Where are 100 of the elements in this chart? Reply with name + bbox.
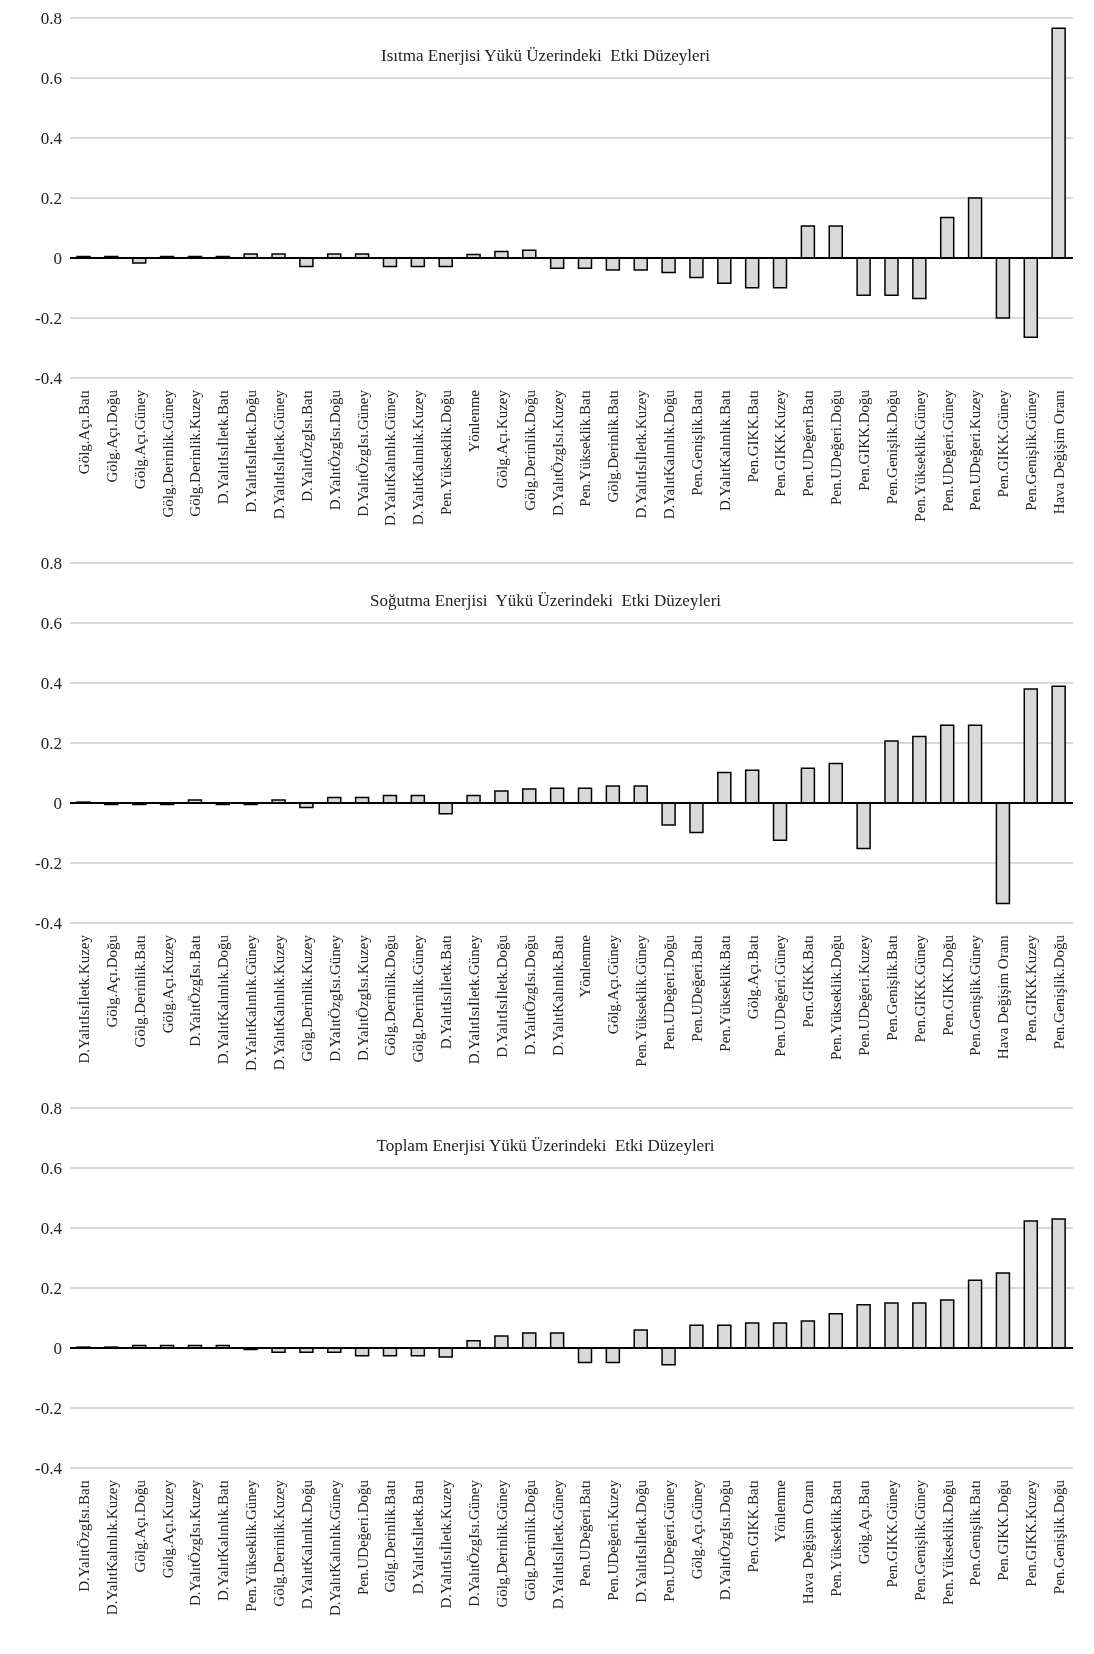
x-tick-label: D.YalıtÖzgIsı.Kuzey	[549, 389, 566, 516]
x-tick-label: D.YalıtÖzgIsı.Güney	[354, 389, 371, 517]
x-tick-label: Pen.Genişlik.Batı	[967, 1480, 984, 1586]
x-tick-label: Pen.Yükseklik.Doğu	[939, 1479, 956, 1605]
y-tick-label: 0.4	[40, 129, 63, 149]
x-tick-label: Hava Değişim Oranı	[1051, 390, 1068, 515]
x-tick-label: Pen.Yükseklik.Batı	[716, 935, 733, 1052]
x-tick-label: Gölg.Açı.Doğu	[103, 934, 120, 1028]
x-tick-label: Gölg.Açı.Kuzey	[159, 1479, 176, 1579]
x-tick-label: D.YalıtIsıİletk.Batı	[438, 935, 455, 1050]
y-tick-label: -0.2	[35, 1399, 62, 1419]
x-tick-label: D.YalıtKalınlık.Güney	[326, 1479, 343, 1616]
y-tick-label: 0.8	[40, 9, 62, 29]
x-tick-label: Pen.UDeğeri.Batı	[577, 1480, 594, 1587]
x-tick-label: D.YalıtKalınlık.Doğu	[298, 1479, 315, 1610]
x-tick-label: D.YalıtKalınlık.Güney	[243, 934, 260, 1071]
x-tick-label: Gölg.Açı.Doğu	[103, 389, 120, 483]
x-tick-label: D.YalıtIsıİletk.Kuzey	[75, 934, 92, 1064]
x-tick-label: Gölg.Açı.Kuzey	[159, 934, 176, 1034]
x-tick-label: D.YalıtÖzgIsı.Batı	[187, 935, 204, 1047]
x-tick-label: Gölg.Derinlik.Güney	[493, 1479, 510, 1608]
x-tick-label: Pen.UDeğeri.Kuzey	[967, 389, 984, 511]
x-tick-label: Pen.Yükseklik.Doğu	[438, 389, 455, 515]
y-tick-label: 0.6	[40, 1159, 62, 1179]
x-tick-label: Pen.UDeğeri.Batı	[688, 935, 705, 1042]
x-tick-label: D.YalıtÖzgIsı.Kuzey	[187, 1479, 204, 1606]
x-tick-label: D.YalıtÖzgIsı.Batı	[75, 1480, 92, 1592]
x-tick-label: Gölg.Derinlik.Batı	[131, 935, 148, 1048]
x-tick-label: Pen.GIKK.Doğu	[995, 1479, 1012, 1581]
x-tick-label: Pen.Genişlik.Batı	[688, 390, 705, 496]
x-tick-label: Pen.UDeğeri.Kuzey	[605, 1479, 622, 1601]
x-tick-label: Pen.Genişlik.Batı	[883, 935, 900, 1041]
y-tick-label: 0	[53, 249, 62, 269]
x-tick-label: Gölg.Derinlik.Kuzey	[187, 389, 204, 517]
text: Soğutma Enerjisi Yükü Üzerindeki Etki Düzeyleri	[368, 591, 723, 611]
x-tick-label: Pen.GIKK.Güney	[995, 389, 1012, 498]
x-tick-label: Pen.GIKK.Güney	[883, 1479, 900, 1588]
x-tick-label: Gölg.Derinlik.Kuzey	[270, 1479, 287, 1607]
x-tick-label: Pen.Yükseklik.Güney	[911, 389, 928, 522]
y-tick-label: -0.2	[35, 309, 62, 329]
x-tick-label: D.YalıtIsıİletk.Güney	[549, 1479, 566, 1610]
x-tick-label: D.YalıtIsıİletk.Batı	[215, 390, 232, 505]
y-tick-label: 0.8	[40, 1099, 62, 1119]
x-tick-label: Pen.Genişlik.Güney	[1023, 389, 1040, 511]
x-tick-label: Gölg.Açı.Batı	[856, 1480, 873, 1565]
x-tick-label: D.YalıtIsıİletk.Güney	[270, 389, 287, 520]
x-tick-label: D.YalıtKalınlık.Batı	[549, 935, 566, 1056]
x-tick-label: Pen.UDeğeri.Güney	[661, 1479, 678, 1602]
x-tick-label: Pen.UDeğeri.Doğu	[828, 389, 845, 505]
x-tick-label: Gölg.Açı.Batı	[75, 390, 92, 475]
x-tick-label: Pen.Yükseklik.Güney	[243, 1479, 260, 1612]
x-tick-label: D.YalıtKalınlık.Kuzey	[410, 389, 427, 526]
x-tick-label: Pen.Yükseklik.Doğu	[828, 934, 845, 1060]
x-tick-label: D.YalıtKalınlık.Doğu	[661, 389, 678, 520]
x-tick-label: D.YalıtIsıİletk.Doğu	[633, 1479, 650, 1603]
x-tick-label: D.YalıtIsıİletk.Kuzey	[438, 1479, 455, 1609]
y-tick-label: 0.4	[40, 1219, 63, 1239]
x-tick-label: Gölg.Derinlik.Güney	[159, 389, 176, 518]
x-tick-label: Pen.UDeğeri.Güney	[772, 934, 789, 1057]
x-tick-label: D.YalıtÖzgIsı.Güney	[465, 1479, 482, 1607]
y-tick-label: -0.2	[35, 854, 62, 874]
x-tick-label: Hava Değişim Oranı	[995, 935, 1012, 1060]
x-tick-label: Pen.UDeğeri.Güney	[939, 389, 956, 512]
x-tick-label: Pen.Genişlik.Doğu	[1051, 1479, 1068, 1595]
x-tick-label: Gölg.Açı.Güney	[605, 934, 622, 1035]
x-tick-label: Pen.GIKK.Batı	[744, 390, 761, 483]
x-tick-label: Pen.Genişlik.Doğu	[883, 389, 900, 505]
y-tick-label: 0	[53, 794, 62, 814]
x-tick-label: Pen.Genişlik.Güney	[967, 934, 984, 1056]
x-tick-label: Pen.GIKK.Doğu	[939, 934, 956, 1036]
x-tick-label: Yönlenme	[772, 1479, 789, 1543]
x-tick-label: Pen.Yükseklik.Güney	[633, 934, 650, 1067]
x-tick-label: Gölg.Derinlik.Doğu	[521, 1479, 538, 1601]
y-tick-label: 0.6	[40, 614, 62, 634]
x-tick-label: D.YalıtIsıİletk.Doğu	[493, 934, 510, 1058]
x-tick-label: Gölg.Derinlik.Güney	[410, 934, 427, 1063]
x-tick-label: Pen.GIKK.Güney	[911, 934, 928, 1043]
y-tick-label: 0.2	[40, 189, 62, 209]
x-tick-label: Gölg.Derinlik.Kuzey	[298, 934, 315, 1062]
x-tick-label: Hava Değişim Oranı	[800, 1480, 817, 1605]
x-tick-label: D.YalıtÖzgIsı.Güney	[326, 934, 343, 1062]
x-tick-label: Pen.Yükseklik.Batı	[828, 1480, 845, 1597]
x-tick-label: D.YalıtÖzgIsı.Batı	[298, 390, 315, 502]
x-tick-label: D.YalıtÖzgIsı.Kuzey	[354, 934, 371, 1061]
x-tick-label: D.YalıtIsıİletk.Kuzey	[633, 389, 650, 519]
x-tick-label: Pen.GIKK.Kuzey	[772, 389, 789, 497]
x-tick-label: Pen.GIKK.Batı	[744, 1480, 761, 1573]
x-tick-label: D.YalıtIsıİletk.Batı	[410, 1480, 427, 1595]
x-tick-label: D.YalıtIsıİletk.Güney	[465, 934, 482, 1065]
x-tick-label: D.YalıtKalınlık.Kuzey	[103, 1479, 120, 1616]
x-tick-label: Pen.GIKK.Kuzey	[1023, 934, 1040, 1042]
x-tick-label: D.YalıtKalınlık.Batı	[215, 1480, 232, 1601]
x-tick-label: Pen.UDeğeri.Doğu	[661, 934, 678, 1050]
x-tick-label: Yönlenme	[577, 934, 594, 998]
x-tick-label: Pen.Genişlik.Doğu	[1051, 934, 1068, 1050]
x-tick-label: Gölg.Derinlik.Doğu	[382, 934, 399, 1056]
x-tick-label: Yönlenme	[465, 389, 482, 453]
x-tick-label: D.YalıtÖzgIsı.Doğu	[521, 934, 538, 1056]
x-tick-label: D.YalıtKalınlık.Kuzey	[270, 934, 287, 1071]
x-tick-label: Gölg.Derinlik.Batı	[382, 1480, 399, 1593]
